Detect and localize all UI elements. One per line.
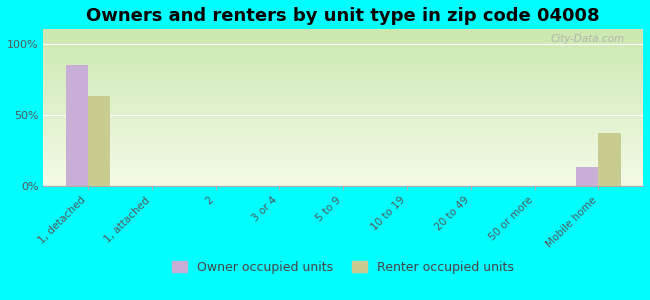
Bar	[576, 167, 599, 186]
Bar	[88, 96, 110, 186]
Bar	[599, 133, 621, 186]
Bar	[66, 65, 88, 186]
Title: Owners and renters by unit type in zip code 04008: Owners and renters by unit type in zip c…	[86, 7, 600, 25]
Legend: Owner occupied units, Renter occupied units: Owner occupied units, Renter occupied un…	[172, 261, 514, 274]
Text: City-Data.com: City-Data.com	[551, 34, 625, 44]
